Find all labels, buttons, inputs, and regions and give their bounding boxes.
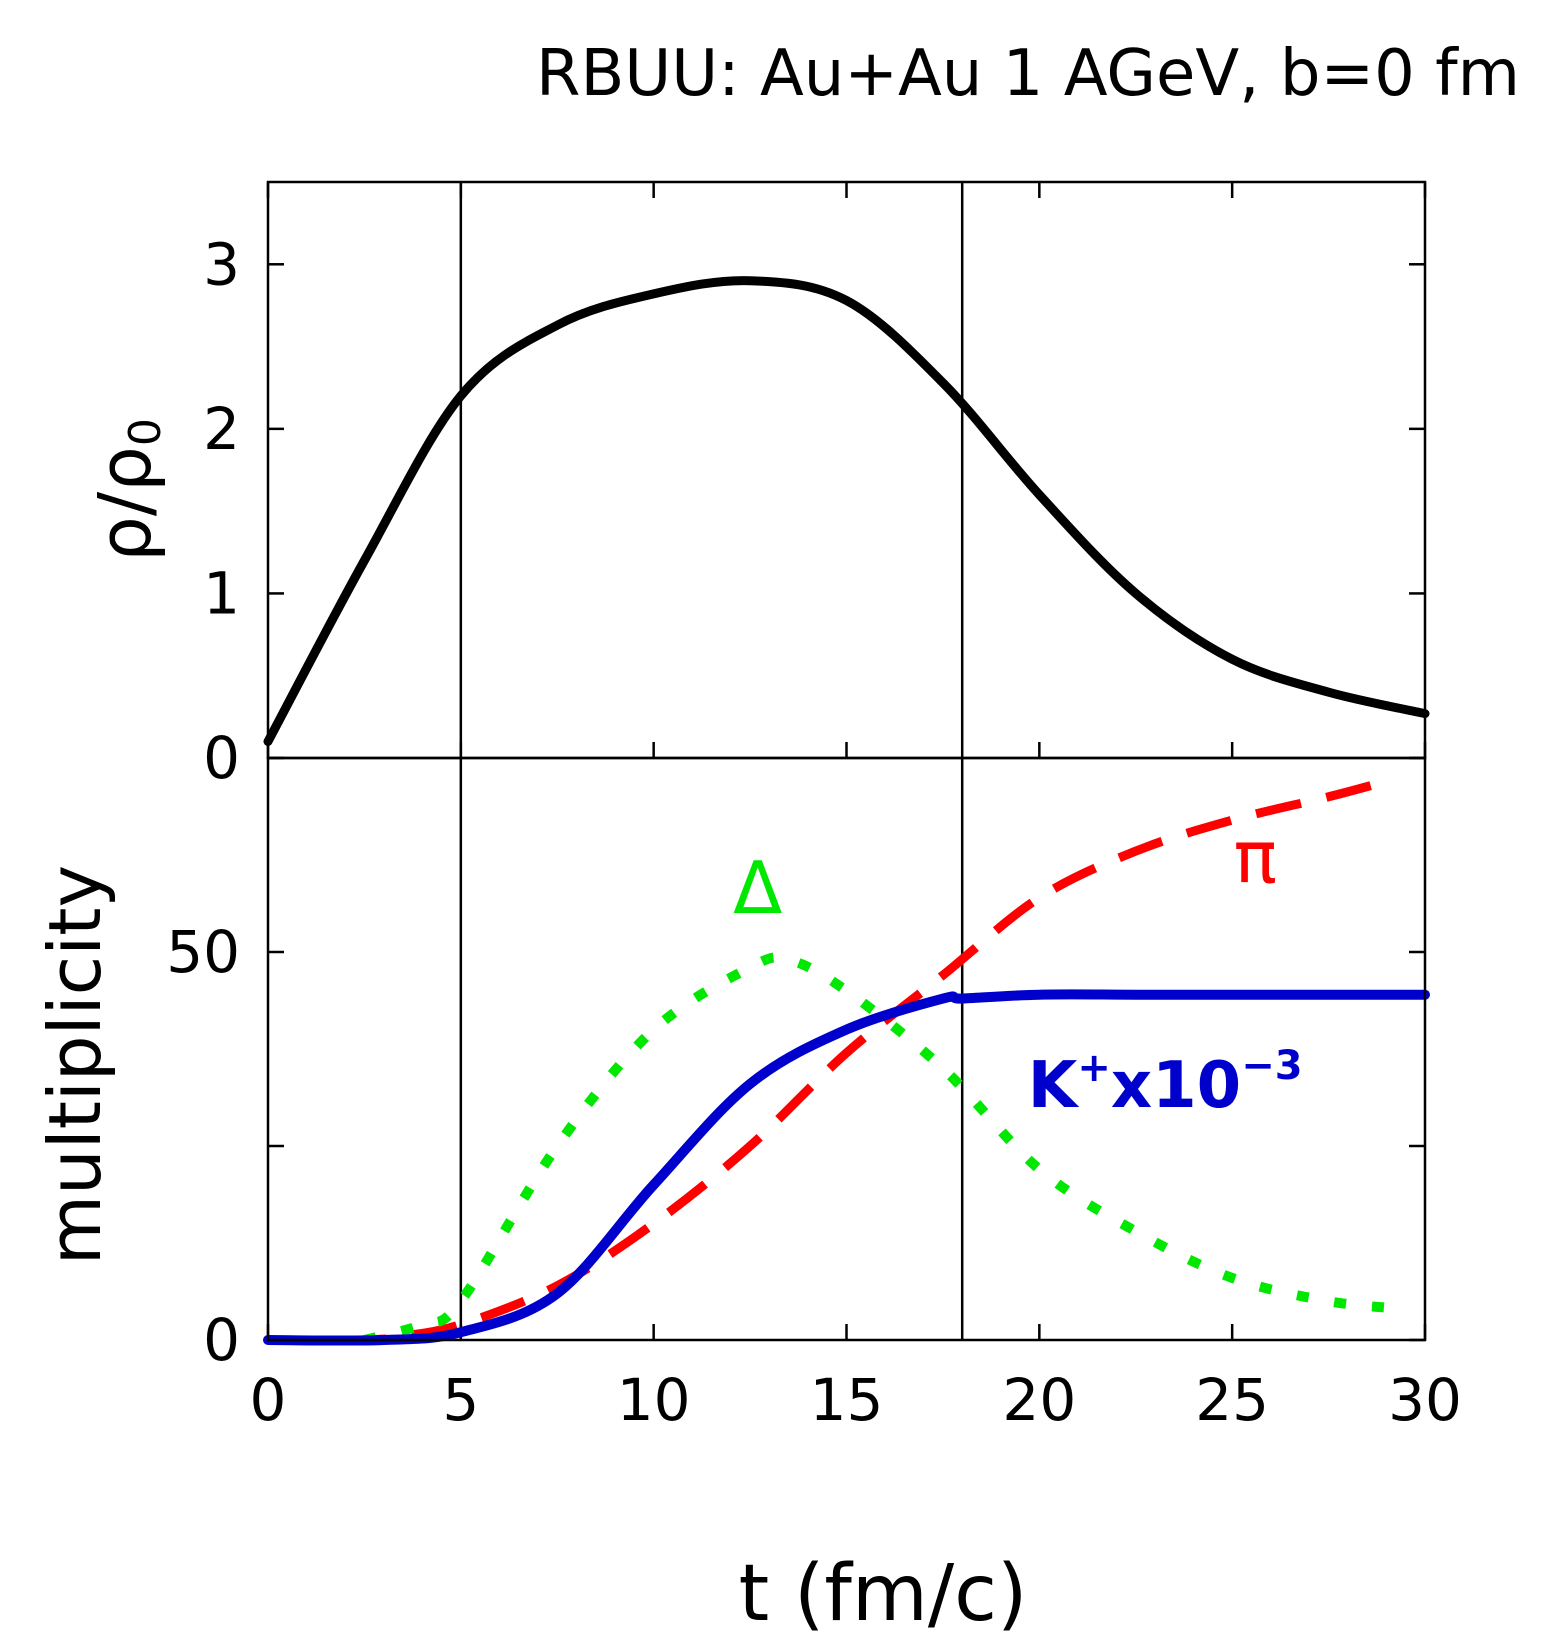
kaon-label-sup2: −3 <box>1241 1043 1302 1089</box>
x-tick-label: 30 <box>1388 1366 1462 1434</box>
x-tick-label: 5 <box>442 1366 479 1434</box>
top-ytick-label: 0 <box>203 724 240 792</box>
top-y-label-sub: 0 <box>120 418 171 446</box>
kaon-label-sup1: + <box>1077 1045 1111 1091</box>
delta-label: Δ <box>733 846 782 930</box>
bottom-y-tick-labels: 0 50 <box>166 918 240 1374</box>
x-tick-labels: 0 5 10 15 20 25 30 <box>250 1366 1462 1434</box>
chart-title: RBUU: Au+Au 1 AGeV, b=0 fm <box>536 37 1520 111</box>
multiplicity-panel: 0 50 0 5 10 15 20 25 30 multiplicity t (fm/c) Δ… <box>33 756 1462 1639</box>
bottom-ytick-label: 0 <box>203 1306 240 1374</box>
top-ytick-label: 1 <box>203 559 240 627</box>
x-tick-label: 25 <box>1195 1366 1269 1434</box>
x-tick-label: 15 <box>810 1366 884 1434</box>
x-tick-label: 20 <box>1002 1366 1076 1434</box>
bottom-plot-frame <box>266 756 1427 1342</box>
kaon-label-mid: x10 <box>1111 1049 1241 1123</box>
bottom-ytick-label: 50 <box>166 918 240 986</box>
bottom-y-axis-label: multiplicity <box>33 865 117 1265</box>
top-ytick-label: 3 <box>203 230 240 298</box>
x-tick-label: 10 <box>617 1366 691 1434</box>
x-tick-label: 0 <box>250 1366 287 1434</box>
top-y-tick-labels: 0 1 2 3 <box>203 230 240 792</box>
kaon-line <box>263 989 1430 1346</box>
pion-label: π <box>1234 815 1277 899</box>
density-line <box>263 276 1430 746</box>
top-series-group <box>263 276 1430 746</box>
bottom-vertical-lines <box>459 758 964 1340</box>
top-y-axis-label: ρ/ρ0 <box>83 418 171 562</box>
pion-line <box>267 776 1388 1345</box>
top-ytick-label: 2 <box>203 395 240 463</box>
top-y-label-main: ρ/ρ <box>83 446 167 562</box>
x-axis-label: t (fm/c) <box>739 1549 1028 1639</box>
kaon-label-main: K <box>1028 1049 1080 1123</box>
kaon-label: K+x10−3 <box>1028 1043 1303 1123</box>
bottom-series-group <box>263 776 1430 1346</box>
top-vertical-lines <box>459 182 964 758</box>
